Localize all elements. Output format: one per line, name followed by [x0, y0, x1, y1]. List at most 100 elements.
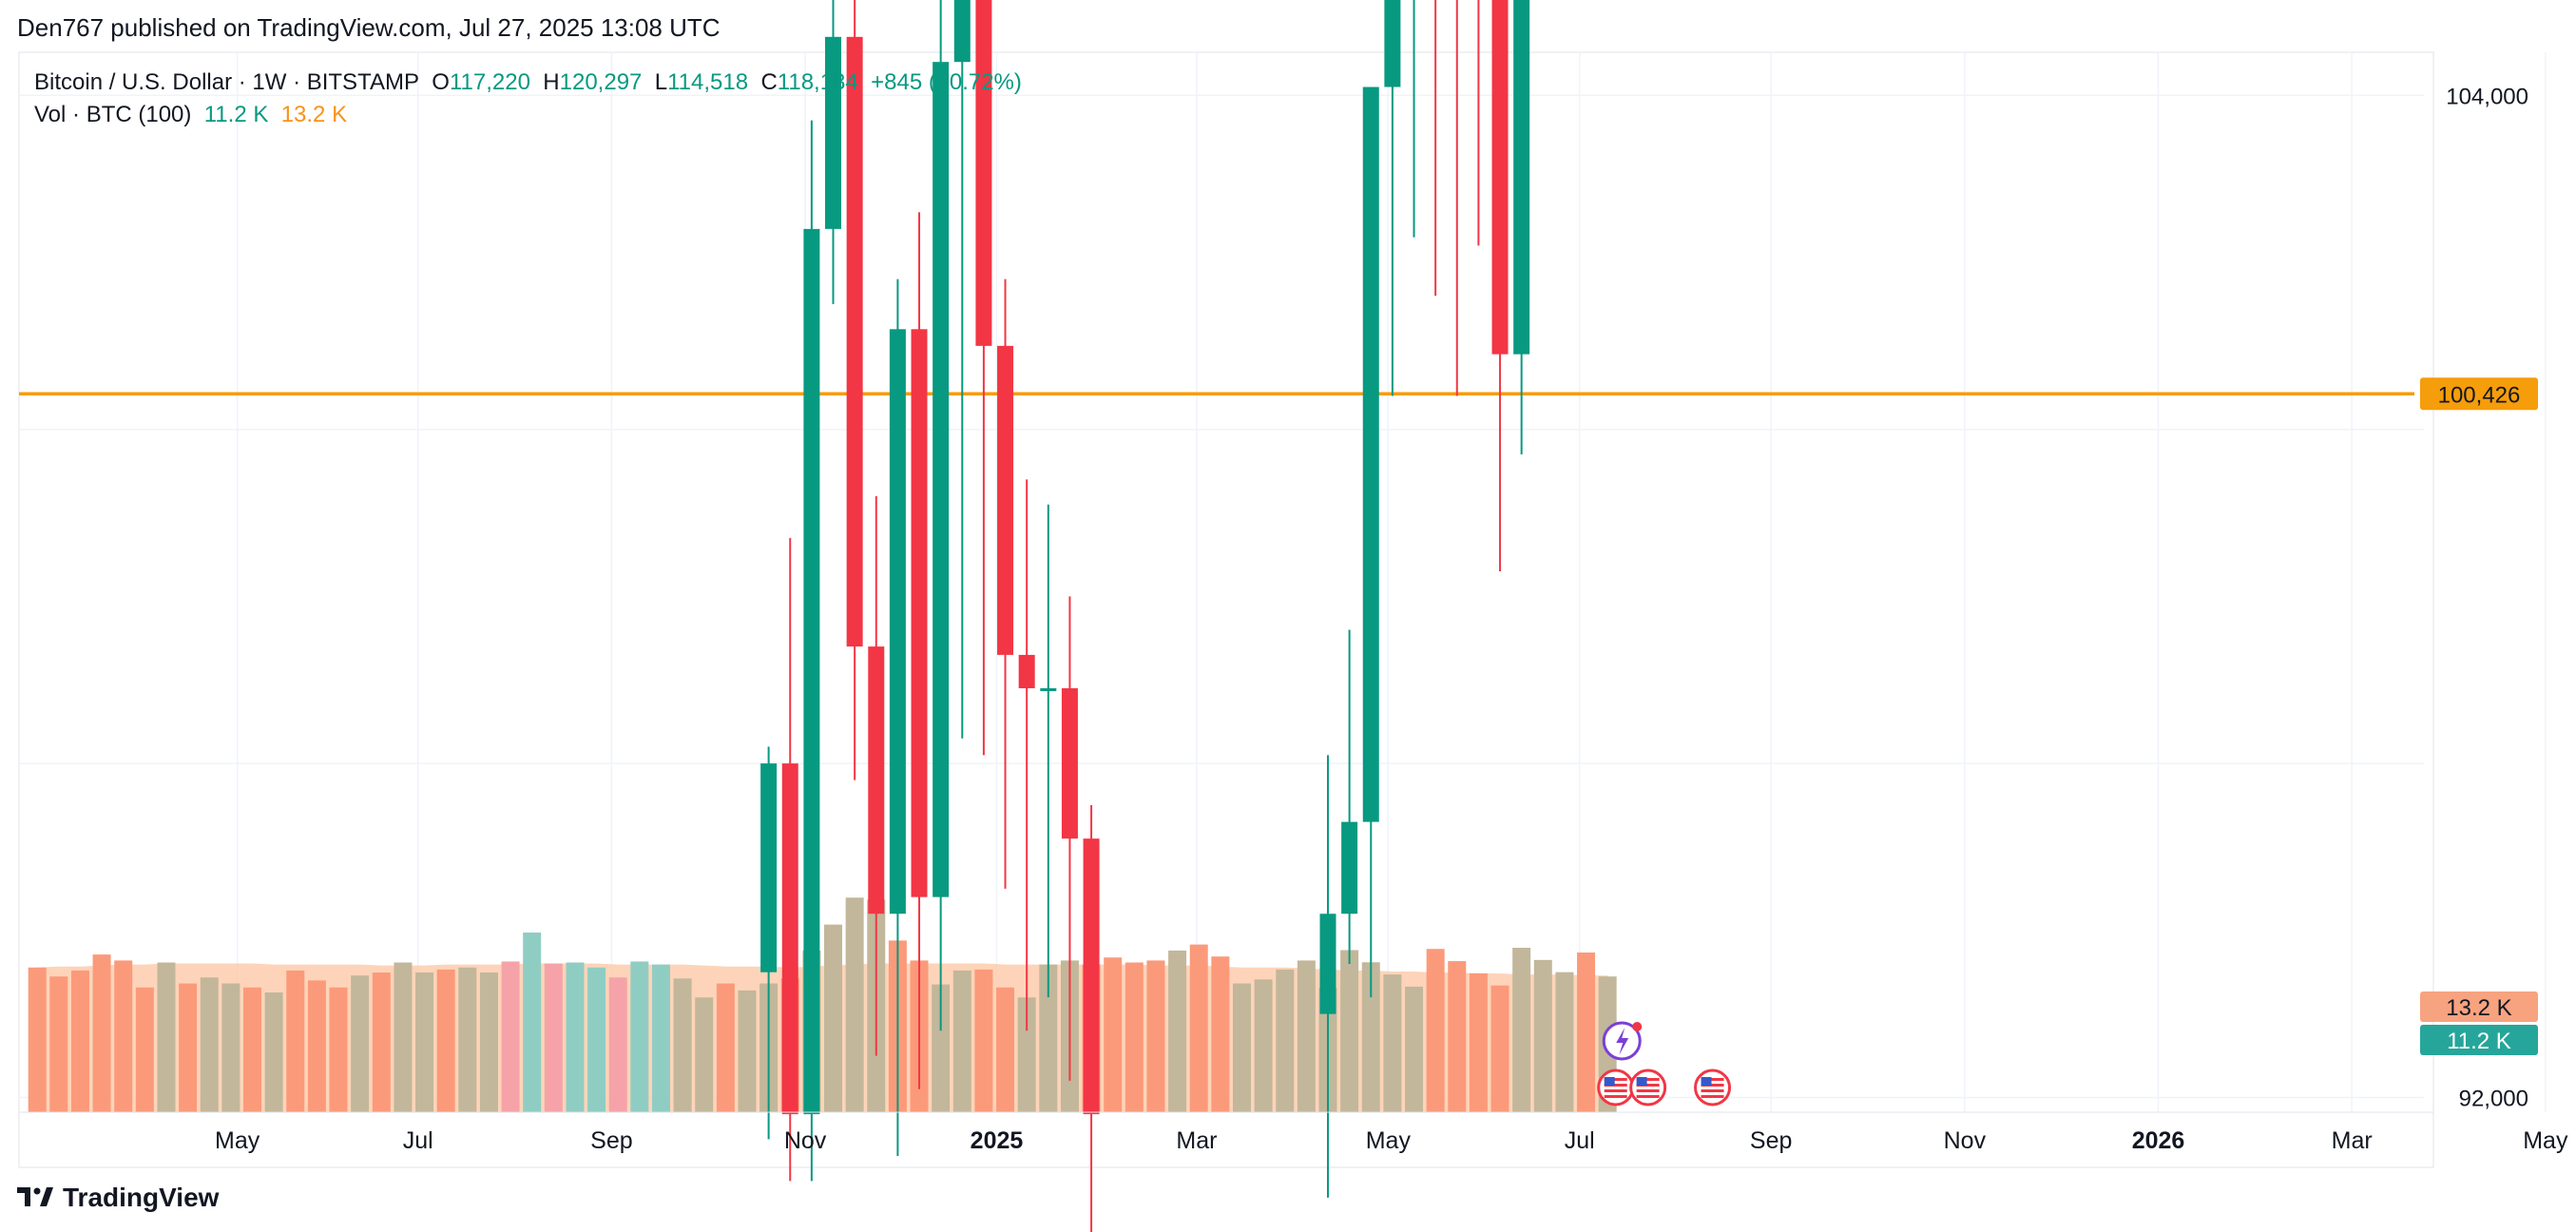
- volume-bar: [1405, 986, 1424, 1112]
- candle-body: [1061, 688, 1078, 839]
- volume-bar: [286, 970, 305, 1112]
- time-tick-label: 2026: [2132, 1127, 2185, 1154]
- volume-bar: [307, 980, 326, 1112]
- flag-canton: [1604, 1077, 1615, 1086]
- flag-stripe: [1701, 1089, 1724, 1092]
- volume-bar: [1469, 972, 1488, 1112]
- candle-body: [1362, 87, 1379, 822]
- volume-tag-label: 11.2 K: [2447, 1029, 2511, 1054]
- low-label: L: [654, 69, 668, 95]
- time-tick-label: May: [2523, 1127, 2568, 1154]
- volume-bar: [1361, 962, 1380, 1112]
- symbol-title[interactable]: Bitcoin / U.S. Dollar · 1W · BITSTAMP: [34, 69, 419, 95]
- time-tick-label: Jul: [1565, 1127, 1595, 1154]
- volume-bar: [1276, 969, 1295, 1112]
- symbol-row[interactable]: Bitcoin / U.S. Dollar · 1W · BITSTAMP O1…: [34, 67, 1022, 99]
- volume-bar: [630, 961, 649, 1112]
- volume-bar: [135, 987, 154, 1112]
- volume-bar: [1017, 997, 1036, 1112]
- candle-body: [997, 345, 1014, 655]
- volume-bar: [1426, 949, 1445, 1112]
- volume-bar: [1254, 979, 1273, 1112]
- us-flag-icon: [1694, 1068, 1732, 1107]
- volume-ma-tag-label: 13.2 K: [2446, 995, 2511, 1021]
- candle-body: [1384, 0, 1401, 87]
- volume-bar: [157, 962, 176, 1112]
- candle-body: [781, 763, 798, 1115]
- volume-bar: [264, 992, 283, 1112]
- time-tick-label: Jul: [403, 1127, 433, 1154]
- volume-bar: [996, 987, 1015, 1112]
- volume-bar: [329, 987, 348, 1112]
- volume-bar: [1168, 950, 1187, 1112]
- volume-bar: [1189, 944, 1208, 1112]
- candle-body: [975, 0, 992, 346]
- brand-name: TradingView: [63, 1183, 220, 1212]
- volume-bar: [651, 964, 670, 1112]
- flag-stripe: [1701, 1084, 1724, 1087]
- volume-bar: [436, 969, 455, 1112]
- candle-body: [868, 646, 885, 914]
- candle-body: [825, 36, 842, 229]
- time-tick-label: May: [215, 1127, 260, 1154]
- volume-bar: [458, 967, 477, 1112]
- candle-body: [1083, 838, 1100, 1115]
- candle-body: [803, 228, 820, 1115]
- volume-row[interactable]: Vol · BTC (100) 11.2 K 13.2 K: [34, 99, 1022, 131]
- volume-bar: [415, 972, 434, 1112]
- volume-bar: [1340, 950, 1359, 1112]
- volume-bar: [1533, 959, 1552, 1112]
- high-label: H: [543, 69, 560, 95]
- time-tick-label: May: [1366, 1127, 1412, 1154]
- volume-bar: [673, 978, 692, 1112]
- volume-bar: [608, 977, 627, 1112]
- candle-body: [1040, 688, 1057, 692]
- low-value: 114,518: [667, 69, 749, 95]
- time-tick-label: Nov: [784, 1127, 827, 1154]
- volume-bar: [1146, 960, 1165, 1112]
- close-value: 118,184: [777, 69, 858, 95]
- volume-bar: [1211, 956, 1230, 1112]
- flag-canton: [1636, 1077, 1647, 1086]
- flag-stripe: [1701, 1095, 1724, 1098]
- volume-bar: [1383, 974, 1402, 1112]
- tradingview-footer[interactable]: TradingView: [17, 1183, 219, 1213]
- flag-stripe: [1636, 1078, 1660, 1081]
- volume-bar: [1512, 948, 1531, 1112]
- volume-bar: [1232, 983, 1251, 1112]
- volume-bar: [824, 924, 843, 1112]
- price-tick-label: 104,000: [2446, 84, 2528, 109]
- volume-bar: [479, 972, 498, 1112]
- volume-bar: [1104, 957, 1123, 1112]
- open-value: 117,220: [449, 69, 530, 95]
- volume-bar: [351, 975, 370, 1112]
- lightning-icon: [1616, 1028, 1629, 1055]
- volume-bar: [200, 977, 219, 1112]
- volume-ma-tag: [2420, 991, 2538, 1022]
- volume-value: 11.2 K: [203, 102, 269, 127]
- chart-legend: Bitcoin / U.S. Dollar · 1W · BITSTAMP O1…: [34, 67, 1022, 131]
- volume-title[interactable]: Vol · BTC (100): [34, 102, 192, 127]
- notification-dot-icon: [1632, 1022, 1643, 1031]
- flag-stripe: [1604, 1089, 1627, 1092]
- flag-stripe: [1604, 1084, 1627, 1087]
- volume-ma-value: 13.2 K: [280, 102, 348, 127]
- change-value: +845 (+0.72%): [871, 69, 1022, 95]
- published-line: Den767 published on TradingView.com, Jul…: [17, 13, 721, 42]
- volume-bar: [1448, 961, 1467, 1112]
- close-label: C: [760, 69, 778, 95]
- volume-bar: [28, 967, 47, 1112]
- volume-bar: [92, 954, 111, 1112]
- candle-body: [1341, 821, 1358, 914]
- candle-body: [911, 329, 928, 897]
- tradingview-logo-icon: [17, 1187, 53, 1206]
- flag-stripe: [1701, 1078, 1724, 1081]
- volume-bar: [738, 990, 757, 1112]
- time-tick-label: Sep: [590, 1127, 632, 1154]
- candle-body: [846, 36, 863, 647]
- candle-body: [760, 763, 778, 972]
- candle-body: [1513, 0, 1530, 355]
- candle-body: [1491, 0, 1509, 355]
- volume-bar: [243, 987, 261, 1112]
